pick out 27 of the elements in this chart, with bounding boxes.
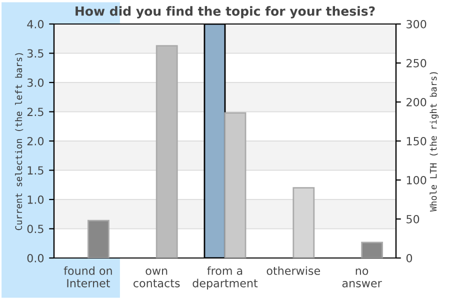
y2-axis-title: Whole LTH (the right bars) xyxy=(430,72,439,212)
y2-tick-label: 150 xyxy=(406,136,426,146)
bar xyxy=(361,242,384,258)
y2-tick-label: 250 xyxy=(406,58,426,68)
y-tick-label: 2.0 xyxy=(27,136,44,146)
x-tick-label: no answer xyxy=(342,268,382,288)
bar xyxy=(156,45,178,258)
y2-tick-label: 200 xyxy=(406,98,426,106)
y2-tick-label: 300 xyxy=(406,20,426,28)
x-tick-label: otherwise xyxy=(266,266,320,275)
y-tick-label: 3.5 xyxy=(27,49,44,58)
y2-tick-label: 50 xyxy=(406,214,420,224)
y-tick-label: 0.5 xyxy=(27,224,44,234)
x-tick-label: found on Internet xyxy=(64,266,112,288)
y2-tick-label: 100 xyxy=(406,176,426,184)
y-tick-label: 4.0 xyxy=(27,20,44,28)
y-tick-label: 1.0 xyxy=(28,195,44,204)
y-tick-label: 0.0 xyxy=(27,254,44,262)
y-axis-title: Current selection (the left bars) xyxy=(15,53,24,230)
chart-title: How did you find the topic for your thesis? xyxy=(76,6,375,18)
x-tick-label: own contacts xyxy=(134,268,180,288)
x-tick-label: from a department xyxy=(192,266,258,290)
y-tick-label: 3.0 xyxy=(27,78,44,87)
y-tick-label: 2.5 xyxy=(27,108,44,116)
y-tick-label: 1.5 xyxy=(28,166,44,175)
bar xyxy=(88,220,110,258)
y2-tick-label: 0 xyxy=(406,254,412,262)
